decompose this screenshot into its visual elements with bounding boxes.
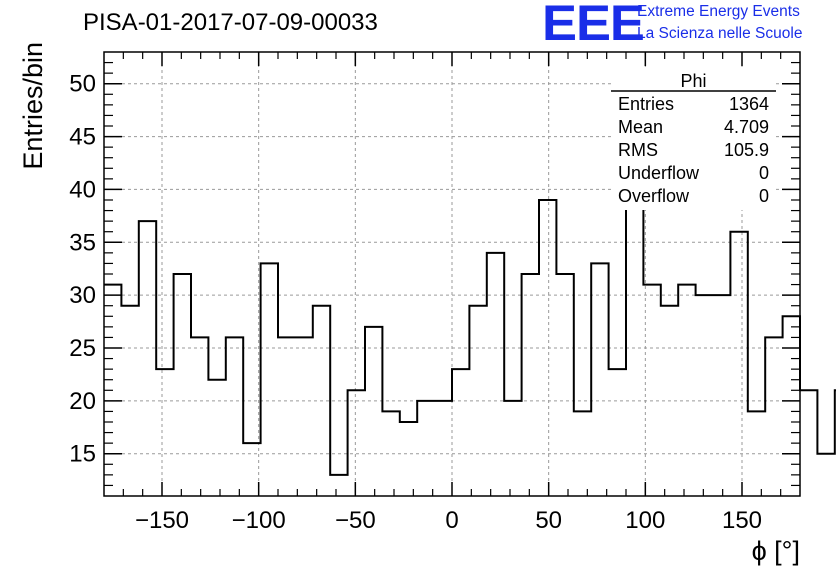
x-tick-label-5: 100 [625,507,665,534]
histogram-bin-28 [591,263,608,496]
x-tick-label-4: 50 [535,507,562,534]
chart-title: PISA-01-2017-07-09-00033 [83,9,378,36]
histogram-bin-11 [295,337,312,496]
stats-label-rms: RMS [618,140,658,160]
histogram-bin-22 [487,253,504,496]
y-tick-label-2: 25 [69,335,96,362]
histogram-bin-3 [156,369,173,496]
histogram-bin-14 [348,390,365,496]
histogram-bin-32 [661,306,678,496]
stats-value-underflow: 0 [759,163,769,183]
stats-label-mean: Mean [618,117,663,137]
stats-label-overflow: Overflow [618,186,690,206]
histogram-bin-18 [417,401,434,496]
x-tick-labels: −150 −100 −50 0 50 100 150 [135,507,762,534]
y-tick-label-5: 40 [69,176,96,203]
histogram-bin-26 [556,274,573,496]
histogram-bin-10 [278,337,295,496]
histogram-bin-37 [748,411,765,496]
y-tick-label-7: 50 [69,71,96,98]
stats-value-mean: 4.709 [724,117,769,137]
histogram-bin-39 [783,316,800,496]
x-tick-label-1: −100 [232,507,286,534]
stats-box-background [611,70,776,210]
histogram-bin-12 [313,306,330,496]
y-tick-label-3: 30 [69,282,96,309]
histogram-bin-1 [121,306,138,496]
histogram-bin-5 [191,337,208,496]
stats-box: Phi Entries 1364 Mean 4.709 RMS 105.9 Underflo… [611,70,776,210]
histogram-step-line [104,114,836,476]
histogram-bin-2 [139,221,156,496]
histogram-bin-27 [574,411,591,496]
eee-logo: EEE [542,0,645,51]
histogram-bin-25 [539,200,556,496]
axis-ticks [104,52,800,496]
stats-label-entries: Entries [618,94,674,114]
histogram-bin-9 [261,263,278,496]
logo-caption-line1: Extreme Energy Events [637,3,800,20]
histogram-bin-23 [504,401,521,496]
x-tick-label-6: 150 [722,507,762,534]
y-tick-label-0: 15 [69,441,96,468]
histogram-bin-19 [435,401,452,496]
histogram-bin-21 [469,306,486,496]
stats-value-entries: 1364 [729,94,769,114]
logo-caption-line2: La Scienza nelle Scuole [637,25,803,42]
x-tick-label-0: −150 [135,507,189,534]
stats-rows: Entries 1364 Mean 4.709 RMS 105.9 Underflow 0 Ov… [618,94,769,206]
y-tick-labels: 15 20 25 30 35 40 45 50 [69,71,96,468]
histogram-bin-15 [365,327,382,496]
y-tick-label-1: 20 [69,388,96,415]
histogram-bin-40 [800,390,817,496]
stats-value-overflow: 0 [759,186,769,206]
histogram-bin-17 [400,422,417,496]
stats-value-rms: 105.9 [724,140,769,160]
histogram-bin-13 [330,475,347,496]
x-tick-label-3: 0 [445,507,458,534]
histogram-bin-4 [174,274,191,496]
histogram-bin-20 [452,369,469,496]
histogram-bin-29 [609,369,626,496]
histogram-bin-34 [696,295,713,496]
x-tick-label-2: −50 [335,507,376,534]
x-axis-title: ϕ [°] [752,536,800,566]
histogram-bin-31 [643,285,660,496]
histogram-bin-35 [713,295,730,496]
histogram-bin-41 [817,454,834,496]
histogram-bin-16 [382,411,399,496]
histogram-bin-36 [730,232,747,496]
stats-title: Phi [680,71,706,91]
histogram-bin-24 [522,274,539,496]
histogram-bin-7 [226,337,243,496]
y-axis-title: Entries/bin [18,42,48,170]
histogram-bin-6 [208,380,225,496]
stats-label-underflow: Underflow [618,163,700,183]
y-tick-label-6: 45 [69,124,96,151]
histogram-bin-38 [765,337,782,496]
histogram-bin-33 [678,285,695,496]
y-tick-label-4: 35 [69,229,96,256]
